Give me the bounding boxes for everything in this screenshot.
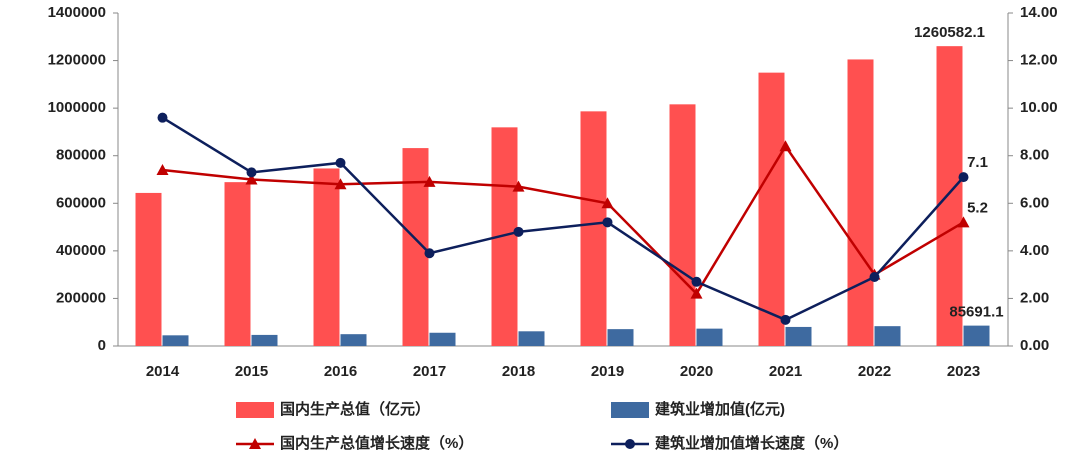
y2-tick-label: 12.00 [1020, 52, 1058, 69]
point [335, 157, 346, 168]
bar [135, 192, 162, 346]
y-tick-label: 200000 [56, 289, 106, 306]
value-label: 5.2 [967, 199, 988, 216]
bar [340, 334, 367, 346]
bar [251, 334, 278, 346]
legend-label: 建筑业增加值增长速度（%） [655, 434, 848, 452]
x-tick-label: 2017 [413, 363, 446, 380]
y-tick-label: 800000 [56, 147, 106, 164]
bar [785, 326, 812, 346]
value-label: 1260582.1 [914, 24, 985, 41]
y2-tick-label: 10.00 [1020, 99, 1058, 116]
x-tick-label: 2019 [591, 363, 624, 380]
legend-marker [625, 439, 635, 449]
x-tick-label: 2016 [324, 363, 357, 380]
y-tick-label: 0 [98, 337, 106, 354]
x-tick-label: 2015 [235, 363, 268, 380]
legend-swatch [236, 402, 274, 418]
y2-tick-label: 2.00 [1020, 289, 1049, 306]
point [157, 112, 168, 123]
point [424, 248, 435, 259]
line [162, 143, 965, 296]
bar [224, 182, 251, 346]
y-tick-label: 1400000 [48, 4, 106, 21]
y-tick-label: 1000000 [48, 99, 106, 116]
bar [607, 329, 634, 346]
bar [758, 72, 785, 347]
bar [518, 331, 545, 346]
bar [847, 59, 874, 347]
legend-label: 国内生产总值（亿元） [280, 400, 430, 418]
point [513, 226, 524, 237]
legend-label: 建筑业增加值(亿元) [655, 400, 785, 418]
x-tick-label: 2018 [502, 363, 535, 380]
value-label: 85691.1 [949, 304, 1003, 321]
point [601, 197, 614, 209]
bar [429, 332, 456, 346]
point [780, 314, 791, 325]
bar [936, 46, 963, 346]
point [957, 216, 970, 228]
bar [963, 325, 990, 346]
y-tick-label: 1200000 [48, 52, 106, 69]
legend-marker [249, 438, 261, 449]
point [334, 178, 347, 190]
point [423, 175, 436, 187]
line [161, 116, 965, 322]
x-tick-label: 2022 [858, 363, 891, 380]
x-tick-label: 2020 [680, 363, 713, 380]
y2-tick-label: 14.00 [1020, 4, 1058, 21]
y2-tick-label: 6.00 [1020, 194, 1049, 211]
y2-tick-label: 0.00 [1020, 337, 1049, 354]
y-tick-label: 600000 [56, 194, 106, 211]
legend-swatch [611, 402, 649, 418]
point [245, 173, 258, 185]
y2-tick-label: 8.00 [1020, 147, 1049, 164]
x-tick-label: 2014 [146, 363, 180, 380]
bar [696, 328, 723, 346]
point [779, 140, 792, 152]
point [690, 287, 703, 299]
value-label: 7.1 [967, 154, 988, 171]
point [156, 163, 169, 175]
y-tick-label: 400000 [56, 242, 106, 259]
y2-tick-label: 4.00 [1020, 242, 1049, 259]
point [869, 272, 880, 283]
bar [580, 111, 607, 346]
x-tick-label: 2023 [947, 363, 980, 380]
point [512, 180, 525, 192]
point [246, 167, 257, 178]
bar [669, 104, 696, 346]
x-tick-label: 2021 [769, 363, 802, 380]
legend-label: 国内生产总值增长速度（%） [280, 434, 473, 452]
bar [162, 335, 189, 346]
point [691, 276, 702, 287]
bar [313, 168, 340, 346]
point [958, 172, 969, 183]
point [602, 217, 613, 228]
bar [874, 326, 901, 346]
